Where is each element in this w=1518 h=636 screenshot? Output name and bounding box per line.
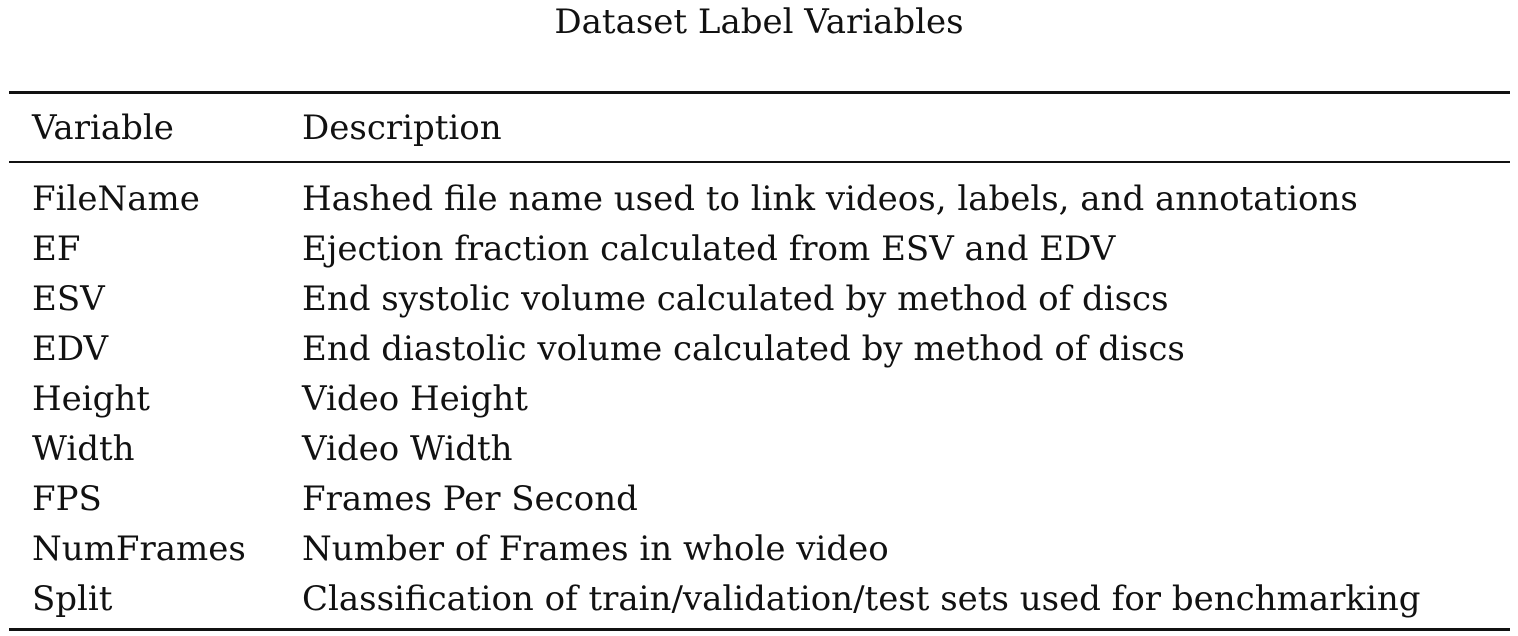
variable-cell: FileName — [32, 179, 200, 219]
bottom-rule — [9, 628, 1510, 631]
description-cell: Hashed file name used to link videos, la… — [302, 179, 1358, 219]
description-cell: Video Height — [302, 379, 528, 419]
table-row: FPS Frames Per Second — [0, 474, 1518, 524]
table-caption: Dataset Label Variables — [554, 2, 964, 42]
table-header: Variable Description — [0, 102, 1518, 154]
variable-cell: FPS — [32, 479, 102, 519]
description-cell: End systolic volume calculated by method… — [302, 279, 1169, 319]
variable-cell: Split — [32, 579, 113, 619]
table-row: EDV End diastolic volume calculated by m… — [0, 324, 1518, 374]
variable-cell: ESV — [32, 279, 105, 319]
table-row: FileName Hashed file name used to link v… — [0, 174, 1518, 224]
table-row: Split Classification of train/validation… — [0, 574, 1518, 624]
top-rule — [9, 91, 1510, 94]
table-row: Width Video Width — [0, 424, 1518, 474]
description-cell: Video Width — [302, 429, 513, 469]
variable-cell: Height — [32, 379, 150, 419]
variable-cell: EDV — [32, 329, 109, 369]
variable-cell: Width — [32, 429, 135, 469]
variable-cell: NumFrames — [32, 529, 246, 569]
header-rule — [9, 161, 1510, 163]
variable-cell: EF — [32, 229, 81, 269]
description-cell: End diastolic volume calculated by metho… — [302, 329, 1185, 369]
description-cell: Frames Per Second — [302, 479, 638, 519]
description-cell: Ejection fraction calculated from ESV an… — [302, 229, 1116, 269]
table-row: Height Video Height — [0, 374, 1518, 424]
table-row: EF Ejection fraction calculated from ESV… — [0, 224, 1518, 274]
table-row: NumFrames Number of Frames in whole vide… — [0, 524, 1518, 574]
header-description: Description — [302, 108, 502, 148]
table-body: FileName Hashed file name used to link v… — [0, 174, 1518, 624]
table-row: ESV End systolic volume calculated by me… — [0, 274, 1518, 324]
header-variable: Variable — [32, 108, 174, 148]
description-cell: Number of Frames in whole video — [302, 529, 889, 569]
description-cell: Classification of train/validation/test … — [302, 579, 1421, 619]
